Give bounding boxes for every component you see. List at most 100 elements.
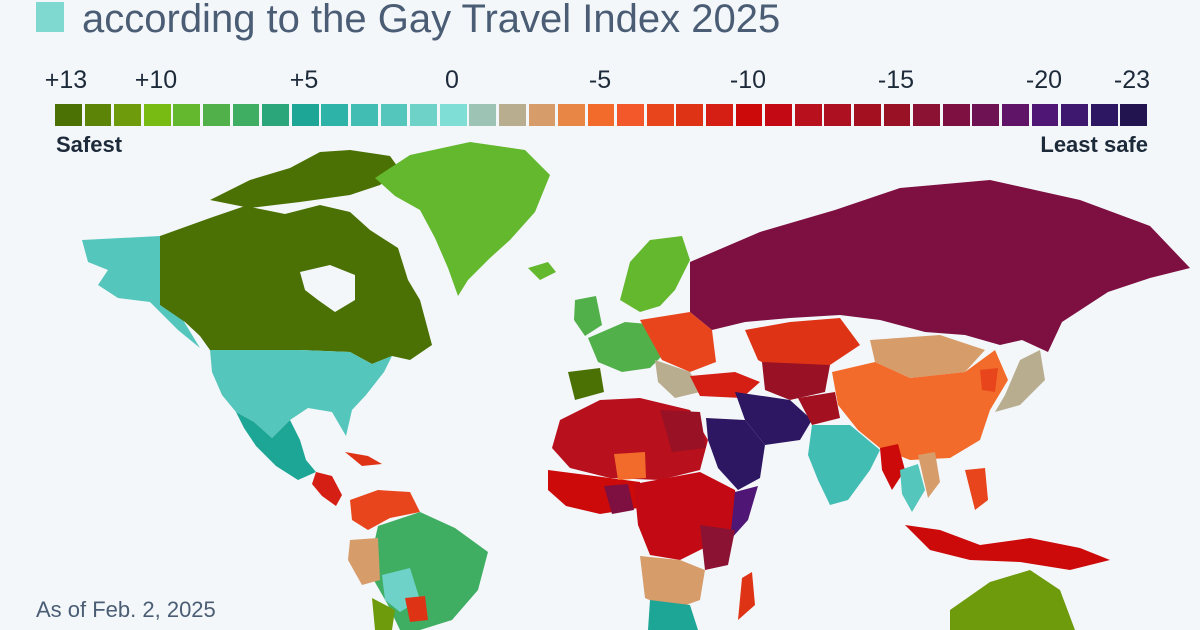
legend-least-safe-label: Least safe — [1040, 132, 1148, 157]
legend-swatch — [350, 104, 378, 126]
region-indonesia — [905, 525, 1110, 570]
region-east-europe — [640, 312, 716, 372]
legend-swatch — [55, 104, 82, 126]
legend-swatch — [202, 104, 230, 126]
legend-swatch — [558, 104, 585, 126]
legend-swatch — [794, 104, 822, 126]
region-mexico — [236, 412, 316, 480]
legend-swatch — [765, 104, 793, 126]
region-chile-arg — [372, 598, 395, 630]
region-iceland — [528, 262, 556, 280]
legend-tick: +13 — [44, 66, 88, 94]
region-colombia-ven — [350, 490, 420, 530]
legend-swatch — [1090, 104, 1118, 126]
region-thailand — [900, 464, 925, 512]
legend-tick: -23 — [1113, 66, 1151, 94]
legend-tick: 0 — [445, 66, 459, 94]
region-mongolia — [870, 335, 985, 378]
region-australia — [950, 570, 1075, 630]
region-vietnam — [918, 452, 940, 498]
legend-swatch — [439, 104, 467, 126]
legend-swatch — [498, 104, 526, 126]
legend-swatch — [587, 104, 615, 126]
region-central-america — [312, 472, 342, 506]
legend-swatch — [942, 104, 970, 126]
region-china — [832, 350, 1008, 460]
region-myanmar — [880, 444, 905, 490]
legend-tick: -5 — [588, 66, 612, 94]
region-paraguay — [405, 596, 428, 622]
region-iran — [735, 392, 812, 445]
legend-swatch — [291, 104, 319, 126]
region-greenland — [375, 142, 550, 296]
region-somalia — [730, 486, 758, 540]
legend-swatch — [321, 104, 349, 126]
region-south-africa-north — [640, 556, 705, 610]
region-caribbean — [345, 452, 382, 466]
region-east-africa — [700, 525, 735, 570]
region-iberia — [568, 368, 604, 400]
legend-swatch — [114, 104, 141, 126]
region-kazakhstan — [745, 318, 860, 372]
region-egypt — [660, 410, 706, 452]
legend-ticks: +13 +10 +5 0 -5 -10 -15 -20 -23 — [0, 66, 1200, 100]
legend-tick: -10 — [729, 66, 767, 94]
legend-swatch — [84, 104, 112, 126]
legend-swatch — [1120, 104, 1148, 126]
footnote-date: As of Feb. 2, 2025 — [36, 597, 216, 622]
region-alaska — [82, 236, 200, 348]
legend-swatch — [617, 104, 645, 126]
region-hudson-bay — [300, 265, 355, 312]
region-afghanistan — [798, 392, 840, 425]
region-madagascar — [738, 572, 755, 620]
region-india — [808, 425, 880, 505]
region-peru — [348, 538, 380, 585]
region-stans — [762, 362, 830, 400]
legend-swatch — [854, 104, 881, 126]
region-mali — [614, 452, 646, 480]
legend-swatch — [262, 104, 289, 126]
legend-swatch — [972, 104, 1000, 126]
title-color-marker — [36, 2, 64, 32]
legend-swatch — [1002, 104, 1029, 126]
legend-swatch — [646, 104, 674, 126]
region-uk — [574, 296, 602, 336]
region-russia — [690, 180, 1190, 352]
legend-swatch — [380, 104, 408, 126]
legend-swatch — [706, 104, 733, 126]
legend-swatch — [528, 104, 556, 126]
region-turkey — [690, 372, 760, 398]
legend-swatch — [883, 104, 911, 126]
legend-tick: +5 — [289, 66, 319, 94]
page-title: according to the Gay Travel Index 2025 — [82, 0, 781, 41]
legend-swatch — [913, 104, 941, 126]
legend-tick: +10 — [134, 66, 178, 94]
legend-tick: -20 — [1025, 66, 1063, 94]
legend-swatch — [410, 104, 437, 126]
legend-swatch — [143, 104, 171, 126]
region-japan — [995, 350, 1045, 412]
region-scandinavia — [620, 236, 690, 312]
region-usa — [210, 350, 392, 438]
legend-tick: -15 — [877, 66, 915, 94]
legend-safest-label: Safest — [56, 132, 123, 157]
legend-swatch — [735, 104, 763, 126]
region-nigeria — [604, 484, 634, 514]
legend-swatch — [676, 104, 704, 126]
region-arabia — [706, 418, 765, 490]
legend-swatch — [824, 104, 852, 126]
legend-swatch — [1031, 104, 1059, 126]
legend-swatch — [1061, 104, 1088, 126]
title-row: according to the Gay Travel Index 2025 — [36, 0, 780, 48]
region-balkans — [655, 360, 700, 398]
region-philippines — [965, 468, 988, 510]
legend-swatch — [173, 104, 201, 126]
region-canada-arctic — [210, 150, 400, 208]
region-korea — [980, 368, 998, 392]
legend-color-scale — [55, 104, 1148, 126]
region-canada — [160, 205, 432, 364]
legend-swatch — [232, 104, 260, 126]
legend-swatch — [469, 104, 497, 126]
region-south-africa — [648, 600, 698, 630]
